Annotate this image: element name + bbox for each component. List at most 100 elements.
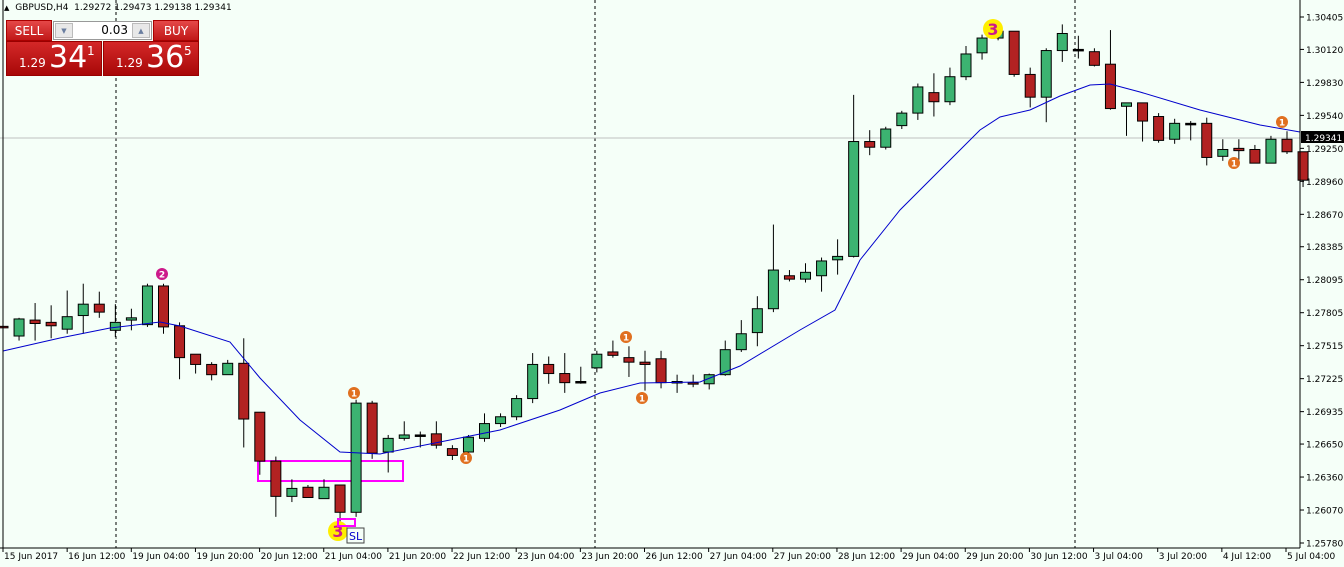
sell-price-prefix: 1.29 bbox=[19, 56, 46, 70]
candle bbox=[864, 141, 876, 148]
svg-text:3: 3 bbox=[987, 20, 998, 39]
price-axis[interactable]: 1.30405 1.30120 1.29830 1.29540 1.29250 1.289… bbox=[1300, 14, 1343, 550]
candle bbox=[1088, 51, 1100, 66]
candle bbox=[462, 436, 474, 453]
candle bbox=[446, 448, 458, 456]
candle bbox=[1024, 73, 1036, 98]
svg-text:2: 2 bbox=[159, 271, 165, 281]
highlight-marker bbox=[983, 19, 1003, 39]
ohlc-low: 1.29138 bbox=[154, 3, 192, 13]
candle bbox=[141, 285, 153, 326]
candle bbox=[527, 363, 539, 400]
time-axis[interactable]: 15 Jun 2017 16 Jun 12:00 19 Jun 04:00 19 Ju… bbox=[2, 548, 1336, 562]
candle bbox=[896, 112, 908, 127]
decrease-lot-icon[interactable]: ▼ bbox=[55, 23, 73, 38]
candle bbox=[13, 318, 25, 337]
candle bbox=[77, 303, 89, 317]
zone-box bbox=[257, 460, 404, 482]
candle bbox=[302, 486, 314, 499]
sell-button[interactable]: SELL bbox=[6, 20, 52, 41]
candle bbox=[93, 303, 105, 313]
candle bbox=[0, 325, 9, 329]
buy-price-main: 36 bbox=[146, 40, 185, 75]
price-tick-label: 1.26935 bbox=[1306, 408, 1343, 418]
symbol-timeframe: GBPUSD,H4 bbox=[15, 3, 69, 13]
buy-price-button[interactable]: 1.29 36 5 bbox=[103, 40, 199, 76]
candle bbox=[1153, 116, 1165, 141]
sell-price-main: 34 bbox=[49, 40, 88, 75]
signal-marker bbox=[620, 331, 632, 343]
time-tick-label: 20 Jun 12:00 bbox=[261, 552, 318, 562]
signal-marker bbox=[1228, 157, 1240, 169]
time-tick-label: 26 Jun 12:00 bbox=[646, 552, 703, 562]
candle bbox=[687, 382, 699, 385]
ohlc-open: 1.29272 bbox=[74, 3, 112, 13]
price-tick-label: 1.25780 bbox=[1306, 540, 1343, 550]
candle bbox=[767, 269, 779, 310]
candle bbox=[607, 351, 619, 356]
candle bbox=[591, 353, 603, 369]
time-tick-label: 27 Jun 20:00 bbox=[774, 552, 831, 562]
time-tick-label: 21 Jun 20:00 bbox=[389, 552, 446, 562]
candle bbox=[655, 358, 667, 384]
time-tick-label: 4 Jul 12:00 bbox=[1223, 552, 1272, 562]
candle bbox=[318, 486, 330, 500]
buy-price-prefix: 1.29 bbox=[116, 56, 143, 70]
candle bbox=[206, 363, 218, 376]
candle bbox=[125, 317, 137, 321]
candle bbox=[575, 381, 587, 384]
increase-lot-icon[interactable]: ▲ bbox=[132, 23, 150, 38]
candle bbox=[1072, 48, 1084, 52]
candle bbox=[848, 141, 860, 257]
price-tick-label: 1.28095 bbox=[1306, 276, 1343, 286]
candle bbox=[816, 260, 828, 277]
candle bbox=[222, 362, 234, 376]
one-click-trading-panel: SELL ▼ 0.03 ▲ BUY 1.29 34 1 1.29 36 5 bbox=[6, 20, 199, 76]
candle bbox=[639, 361, 651, 365]
candle bbox=[880, 128, 892, 148]
candle bbox=[1121, 102, 1132, 107]
candle bbox=[623, 357, 635, 363]
lot-size-value[interactable]: 0.03 bbox=[101, 23, 128, 37]
buy-button[interactable]: BUY bbox=[153, 20, 199, 41]
candles bbox=[0, 24, 1309, 522]
current-price-tag: 1.29341 bbox=[1301, 131, 1344, 144]
candle bbox=[1249, 148, 1261, 164]
candle bbox=[832, 255, 844, 261]
candle bbox=[1185, 122, 1197, 126]
time-tick-label: 19 Jun 20:00 bbox=[196, 552, 253, 562]
svg-text:3: 3 bbox=[332, 522, 343, 541]
signal-marker bbox=[636, 392, 648, 404]
sell-price-button[interactable]: 1.29 34 1 bbox=[6, 40, 102, 76]
price-tick-label: 1.29540 bbox=[1306, 112, 1343, 122]
svg-text:1: 1 bbox=[351, 390, 357, 400]
candle bbox=[382, 437, 394, 453]
signal-marker bbox=[460, 452, 472, 464]
signal-marker bbox=[1276, 116, 1288, 128]
candle bbox=[254, 411, 266, 462]
sell-price-pipette: 1 bbox=[87, 44, 95, 58]
time-tick-label: 15 Jun 2017 bbox=[4, 552, 58, 562]
candle bbox=[944, 76, 956, 103]
ohlc-close: 1.29341 bbox=[194, 3, 232, 13]
svg-text:1: 1 bbox=[1279, 119, 1285, 129]
candle bbox=[1233, 147, 1245, 152]
price-tick-label: 1.30405 bbox=[1306, 14, 1343, 24]
lot-size-stepper[interactable]: ▼ 0.03 ▲ bbox=[53, 21, 152, 40]
candle bbox=[783, 275, 795, 280]
time-tick-label: 30 Jun 12:00 bbox=[1030, 552, 1087, 562]
sl-label: SL bbox=[349, 530, 363, 543]
price-tick-label: 1.29830 bbox=[1306, 79, 1343, 89]
time-tick-label: 19 Jun 04:00 bbox=[132, 552, 189, 562]
candle bbox=[1297, 151, 1309, 181]
time-tick-label: 16 Jun 12:00 bbox=[68, 552, 125, 562]
day-separators bbox=[115, 0, 1076, 548]
ohlc-high: 1.29473 bbox=[114, 3, 152, 13]
buy-price-pipette: 5 bbox=[184, 44, 192, 58]
candle bbox=[928, 92, 940, 103]
price-tick-label: 1.29250 bbox=[1306, 145, 1343, 155]
price-tick-label: 1.26360 bbox=[1306, 474, 1343, 484]
time-tick-label: 29 Jun 04:00 bbox=[902, 552, 959, 562]
candle bbox=[976, 37, 988, 54]
